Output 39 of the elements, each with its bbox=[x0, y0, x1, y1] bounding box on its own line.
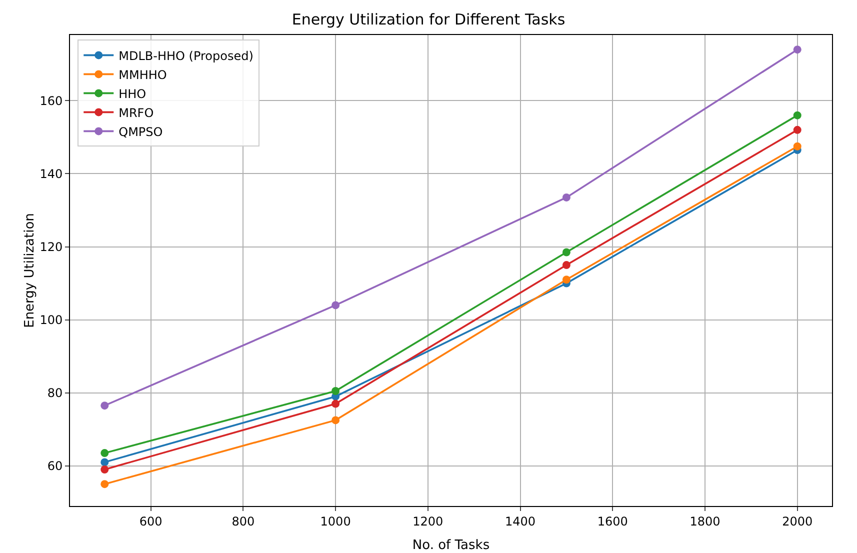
point bbox=[100, 402, 109, 410]
legend-label: MRFO bbox=[118, 106, 154, 120]
y-tick-label: 100 bbox=[40, 312, 63, 327]
x-axis-title: No. of Tasks bbox=[412, 538, 490, 553]
legend-label: HHO bbox=[118, 86, 146, 101]
x-tick-label: 2000 bbox=[782, 514, 813, 528]
point bbox=[100, 458, 109, 466]
y-tick-label: 120 bbox=[40, 240, 63, 254]
legend-label: MMHHO bbox=[118, 68, 167, 82]
point bbox=[332, 386, 340, 395]
x-tick-label: 1600 bbox=[597, 514, 628, 528]
x-tick-label: 800 bbox=[232, 514, 255, 528]
point bbox=[562, 193, 570, 202]
y-tick-label: 160 bbox=[40, 94, 63, 108]
point bbox=[100, 465, 109, 474]
point bbox=[100, 480, 109, 488]
chart-title: Energy Utilization for Different Tasks bbox=[292, 10, 566, 28]
y-tick-label: 60 bbox=[47, 459, 63, 474]
y-axis-title: Energy Utilization bbox=[22, 213, 38, 328]
x-tick-label: 1800 bbox=[690, 514, 720, 528]
y-tick-label: 80 bbox=[47, 386, 63, 400]
point bbox=[793, 126, 802, 134]
point bbox=[100, 449, 109, 458]
point bbox=[332, 416, 340, 424]
x-tick-label: 1400 bbox=[504, 514, 536, 528]
legend-label: MDLB-HHO (Proposed) bbox=[118, 48, 254, 63]
point bbox=[332, 400, 340, 408]
point bbox=[793, 111, 802, 120]
x-tick-label: 600 bbox=[139, 514, 162, 528]
x-tick-label: 1200 bbox=[412, 514, 444, 528]
legend-label: QMPSO bbox=[118, 124, 163, 139]
point bbox=[562, 261, 570, 270]
point bbox=[562, 248, 570, 256]
point bbox=[332, 301, 340, 310]
point bbox=[562, 276, 570, 284]
point bbox=[793, 142, 802, 150]
y-tick-label: 140 bbox=[40, 166, 63, 181]
point bbox=[793, 46, 802, 54]
x-tick-label: 1000 bbox=[320, 514, 351, 528]
